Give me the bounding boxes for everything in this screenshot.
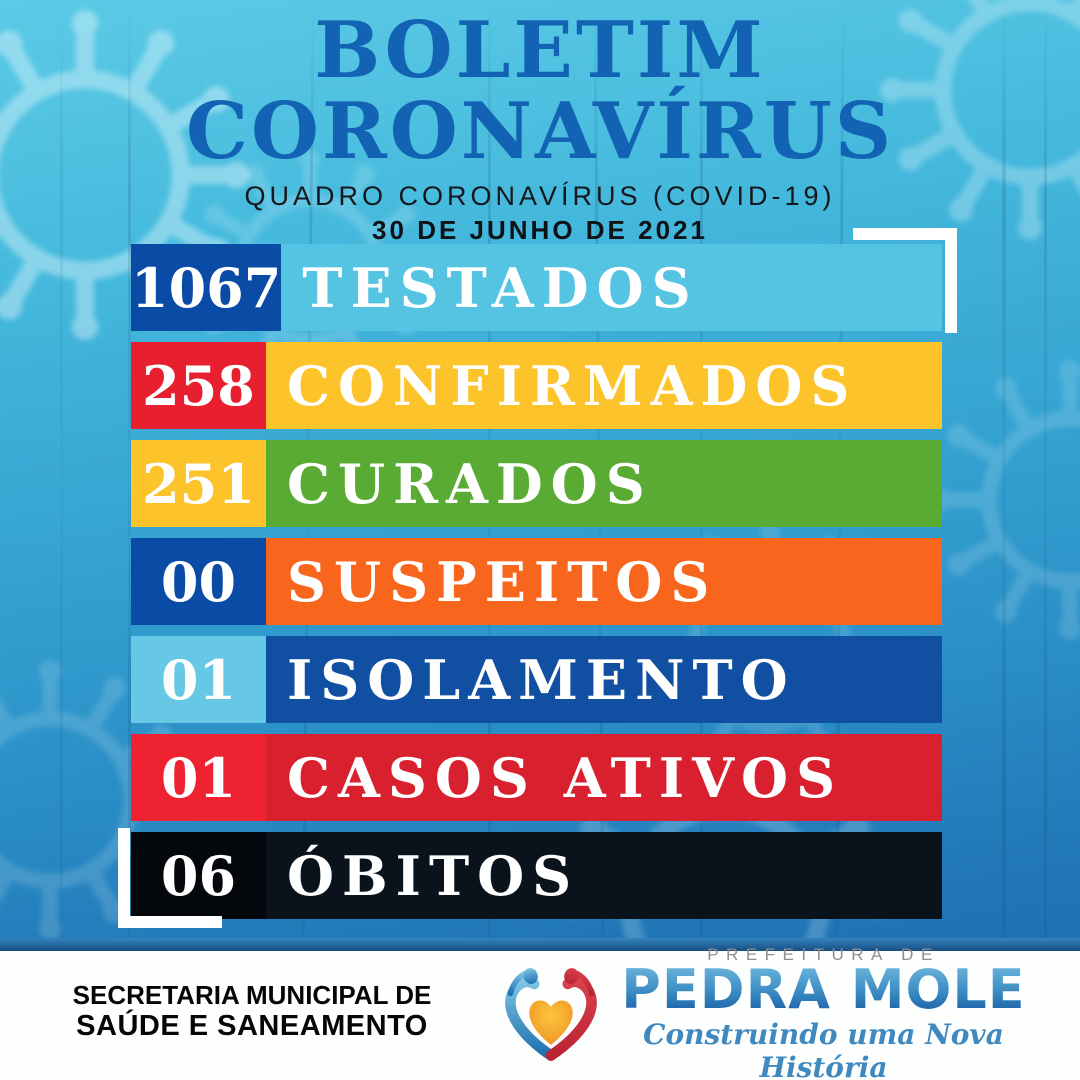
stat-label: ISOLAMENTO bbox=[266, 636, 942, 723]
stat-label: CONFIRMADOS bbox=[266, 342, 942, 429]
stat-label: CASOS ATIVOS bbox=[266, 734, 942, 821]
stat-row-casos-ativos: 01 CASOS ATIVOS bbox=[131, 734, 942, 821]
stat-label: CURADOS bbox=[266, 440, 942, 527]
corner-bracket-bottom-left bbox=[118, 828, 222, 928]
stat-label: ÓBITOS bbox=[266, 832, 942, 919]
report-date: 30 DE JUNHO DE 2021 bbox=[372, 215, 708, 245]
stat-row-curados: 251 CURADOS bbox=[131, 440, 942, 527]
prefeitura-logo: PREFEITURA DE PEDRA MOLE Construindo uma… bbox=[498, 945, 1043, 1080]
stat-value: 01 bbox=[131, 636, 266, 723]
logo-tagline: Construindo uma Nova História bbox=[643, 1017, 1004, 1080]
stat-value: 01 bbox=[131, 734, 266, 821]
stat-row-obitos: 06 ÓBITOS bbox=[131, 832, 942, 919]
stat-value: 251 bbox=[131, 440, 266, 527]
stats-list: 1067 TESTADOS 258 CONFIRMADOS 251 CURADO… bbox=[131, 244, 942, 930]
virus-watermark-icon bbox=[930, 360, 1080, 640]
secretaria-line2: SAÚDE E SANEAMENTO bbox=[76, 1010, 428, 1042]
stat-row-isolamento: 01 ISOLAMENTO bbox=[131, 636, 942, 723]
stat-row-confirmados: 258 CONFIRMADOS bbox=[131, 342, 942, 429]
stat-label: TESTADOS bbox=[281, 244, 942, 331]
stat-row-testados: 1067 TESTADOS bbox=[131, 244, 942, 331]
subtitle: QUADRO CORONAVÍRUS (COVID-19) bbox=[244, 181, 836, 211]
stat-value: 258 bbox=[131, 342, 266, 429]
stat-label: SUSPEITOS bbox=[266, 538, 942, 625]
header: BOLETIM CORONAVÍRUS QUADRO CORONAVÍRUS (… bbox=[0, 10, 1080, 245]
secretaria-line1: SECRETARIA MUNICIPAL DE bbox=[72, 980, 432, 1010]
stat-value: 00 bbox=[131, 538, 266, 625]
stat-value: 1067 bbox=[131, 244, 282, 331]
logo-text-block: PREFEITURA DE PEDRA MOLE Construindo uma… bbox=[604, 945, 1043, 1080]
stat-row-suspeitos: 00 SUSPEITOS bbox=[131, 538, 942, 625]
pedra-mole-heart-logo-icon bbox=[505, 968, 597, 1061]
page-title-line2: CORONAVÍRUS bbox=[185, 86, 895, 177]
page-title-line1: BOLETIM bbox=[314, 5, 766, 96]
logo-city-name: PEDRA MOLE bbox=[604, 962, 1043, 1016]
secretaria-block: SECRETARIA MUNICIPAL DE SAÚDE E SANEAMEN… bbox=[52, 980, 452, 1043]
